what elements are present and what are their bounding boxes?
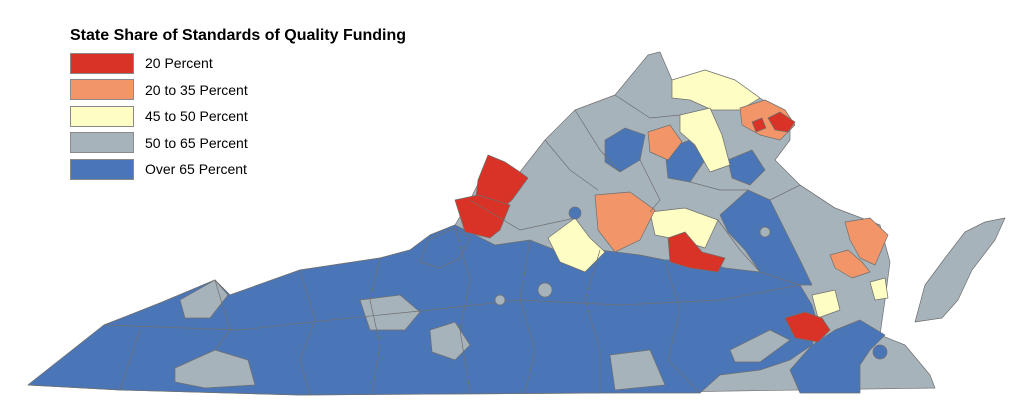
county-boundaries: [103, 94, 836, 396]
southwest-gray: [179, 279, 229, 319]
yellow-6: [869, 277, 889, 301]
legend-label-yellow: 45 to 50 Percent: [145, 108, 248, 125]
northern-blue-3: [727, 149, 766, 186]
legend-label-orange: 20 to 35 Percent: [145, 81, 248, 98]
red-4: [784, 311, 831, 343]
central-east-blue: [719, 189, 813, 286]
yellow-2: [679, 107, 731, 173]
legend-item-blue: Over 65 Percent: [70, 156, 406, 183]
legend-item-gray: 50 to 65 Percent: [70, 130, 406, 157]
orange-5: [829, 249, 871, 279]
city-dot-5: [872, 344, 888, 360]
city-dot-4: [759, 226, 771, 238]
legend-label-gray: 50 to 65 Percent: [145, 134, 248, 151]
legend-title: State Share of Standards of Quality Fund…: [70, 27, 407, 44]
red-3: [667, 231, 726, 273]
orange-3: [594, 191, 656, 253]
city-dot-3: [568, 206, 582, 220]
south-gray-5: [729, 329, 791, 363]
orange-4: [844, 217, 889, 266]
red-6: [751, 117, 767, 133]
legend-label-blue: Over 65 Percent: [145, 161, 247, 178]
legend-swatch-blue: [70, 158, 134, 180]
legend-item-red: 20 Percent: [70, 50, 406, 77]
red-2: [454, 194, 511, 239]
yellow-5: [811, 289, 841, 319]
yellow-4: [649, 207, 719, 249]
southeast-blue: [789, 319, 886, 394]
legend-item-yellow: 45 to 50 Percent: [70, 103, 406, 130]
legend-label-red: 20 Percent: [145, 55, 213, 72]
map-legend: State Share of Standards of Quality Fund…: [70, 27, 406, 183]
red-5: [767, 111, 796, 133]
city-dot-2: [494, 294, 506, 306]
eastern-shore: [914, 217, 1006, 323]
south-gray-4: [609, 349, 666, 391]
legend-swatch-orange: [70, 79, 134, 101]
legend-item-orange: 20 to 35 Percent: [70, 77, 406, 104]
city-dot-1: [537, 282, 553, 298]
legend-swatch-gray: [70, 132, 134, 154]
legend-swatch-yellow: [70, 105, 134, 127]
orange-2: [647, 124, 683, 161]
legend-swatch-red: [70, 52, 134, 74]
